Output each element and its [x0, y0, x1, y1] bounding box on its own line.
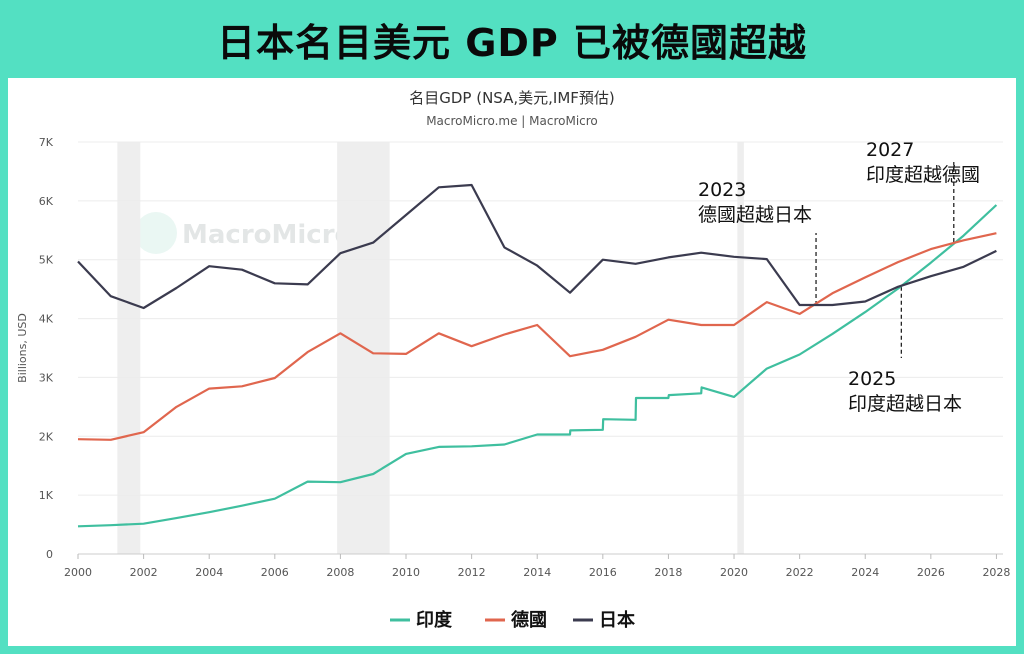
legend-label: 德國: [511, 609, 547, 631]
x-tick-label: 2020: [720, 566, 748, 579]
x-tick-label: 2002: [130, 566, 158, 579]
y-tick-label: 3K: [39, 371, 54, 384]
annotation-text: 印度超越德國: [866, 164, 980, 186]
x-tick-label: 2024: [851, 566, 879, 579]
chart-title: 名目GDP (NSA,美元,IMF預估): [409, 89, 615, 107]
y-tick-label: 2K: [39, 430, 54, 443]
x-tick-label: 2016: [589, 566, 617, 579]
x-tick-label: 2000: [64, 566, 92, 579]
legend-label: 日本: [599, 609, 635, 631]
x-tick-label: 2008: [326, 566, 354, 579]
y-tick-label: 4K: [39, 313, 54, 326]
watermark-text: MacroMicro: [182, 220, 352, 250]
series-line-2: [77, 183, 997, 310]
chart-panel: 名目GDP (NSA,美元,IMF預估) MacroMicro.me | Mac…: [8, 78, 1016, 646]
annotation-year: 2025: [848, 368, 896, 390]
x-tick-label: 2004: [195, 566, 223, 579]
annotation-year: 2023: [698, 179, 746, 201]
y-tick-label: 0: [46, 548, 53, 561]
x-tick-label: 2006: [261, 566, 289, 579]
watermark: MacroMicro: [135, 212, 352, 254]
y-tick-label: 5K: [39, 254, 54, 267]
recession-shade-2: [737, 142, 744, 554]
gdp-line-chart: 名目GDP (NSA,美元,IMF預估) MacroMicro.me | Mac…: [16, 89, 1010, 631]
x-tick-label: 2012: [458, 566, 486, 579]
x-tick-label: 2028: [982, 566, 1010, 579]
x-tick-label: 2018: [654, 566, 682, 579]
annotation-year: 2027: [866, 139, 914, 161]
y-tick-label: 1K: [39, 489, 54, 502]
y-axis-label: Billions, USD: [16, 313, 29, 383]
x-tick-label: 2022: [786, 566, 814, 579]
series-line-1: [77, 232, 997, 441]
watermark-logo-icon: [135, 212, 177, 254]
annotation-text: 印度超越日本: [848, 393, 962, 415]
y-tick-label: 6K: [39, 195, 54, 208]
headline: 日本名目美元 GDP 已被德國超越: [216, 20, 808, 65]
chart-source: MacroMicro.me | MacroMicro: [426, 114, 598, 128]
y-tick-label: 7K: [39, 136, 54, 149]
x-tick-label: 2014: [523, 566, 551, 579]
annotation-text: 德國超越日本: [698, 204, 812, 226]
x-tick-label: 2026: [917, 566, 945, 579]
series-line-0: [77, 204, 998, 528]
legend-label: 印度: [416, 609, 453, 631]
recession-shade-0: [117, 142, 141, 554]
x-tick-label: 2010: [392, 566, 420, 579]
